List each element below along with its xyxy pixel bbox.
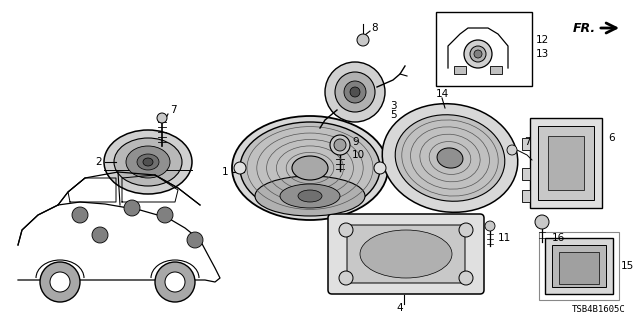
Text: 13: 13 xyxy=(536,49,549,59)
Bar xyxy=(522,190,530,202)
Text: 10: 10 xyxy=(352,150,365,160)
Text: 2: 2 xyxy=(95,157,102,167)
Ellipse shape xyxy=(104,130,192,194)
Circle shape xyxy=(165,272,185,292)
Bar xyxy=(490,66,502,74)
Text: 6: 6 xyxy=(608,133,614,143)
Text: 5: 5 xyxy=(390,110,397,120)
Circle shape xyxy=(339,271,353,285)
Ellipse shape xyxy=(437,148,463,168)
Text: 7: 7 xyxy=(170,105,177,115)
Bar xyxy=(436,12,532,86)
Circle shape xyxy=(187,232,203,248)
Circle shape xyxy=(474,50,482,58)
Circle shape xyxy=(459,271,473,285)
Circle shape xyxy=(334,139,346,151)
Text: 14: 14 xyxy=(436,89,449,99)
Circle shape xyxy=(92,227,108,243)
Circle shape xyxy=(72,207,88,223)
FancyBboxPatch shape xyxy=(328,214,484,294)
Bar xyxy=(559,252,599,284)
Text: FR.: FR. xyxy=(573,21,596,35)
Bar xyxy=(548,136,584,190)
Circle shape xyxy=(374,162,386,174)
Circle shape xyxy=(339,223,353,237)
Ellipse shape xyxy=(382,104,518,212)
Circle shape xyxy=(459,223,473,237)
Ellipse shape xyxy=(114,138,182,186)
Circle shape xyxy=(157,207,173,223)
Bar xyxy=(552,245,606,287)
Bar xyxy=(522,168,530,180)
Circle shape xyxy=(325,62,385,122)
Bar xyxy=(545,238,613,294)
Text: 16: 16 xyxy=(552,233,565,243)
Bar xyxy=(522,138,530,150)
Circle shape xyxy=(335,72,375,112)
Ellipse shape xyxy=(137,154,159,170)
Text: 12: 12 xyxy=(536,35,549,45)
Text: 11: 11 xyxy=(498,233,511,243)
Circle shape xyxy=(155,262,195,302)
Bar xyxy=(454,66,466,74)
Text: 9: 9 xyxy=(352,137,358,147)
Text: 3: 3 xyxy=(390,101,397,111)
Circle shape xyxy=(507,145,517,155)
Circle shape xyxy=(485,221,495,231)
Ellipse shape xyxy=(232,116,388,220)
Circle shape xyxy=(470,46,486,62)
Bar xyxy=(539,232,619,300)
Circle shape xyxy=(124,200,140,216)
Ellipse shape xyxy=(360,230,452,278)
Circle shape xyxy=(234,162,246,174)
Ellipse shape xyxy=(255,176,365,216)
Circle shape xyxy=(357,34,369,46)
Text: 8: 8 xyxy=(371,23,378,33)
Circle shape xyxy=(50,272,70,292)
Circle shape xyxy=(350,87,360,97)
Text: 4: 4 xyxy=(396,303,403,313)
Bar xyxy=(538,126,594,200)
Ellipse shape xyxy=(280,184,340,208)
Ellipse shape xyxy=(292,156,328,180)
Ellipse shape xyxy=(396,115,505,201)
Bar xyxy=(530,118,602,208)
Circle shape xyxy=(344,81,366,103)
Text: 1: 1 xyxy=(222,167,228,177)
Ellipse shape xyxy=(126,146,170,178)
Text: TSB4B1605C: TSB4B1605C xyxy=(572,305,626,314)
Text: 15: 15 xyxy=(621,261,634,271)
Circle shape xyxy=(330,135,350,155)
Ellipse shape xyxy=(143,158,153,166)
Ellipse shape xyxy=(240,122,380,214)
Circle shape xyxy=(157,113,167,123)
Text: 7: 7 xyxy=(524,137,531,147)
Circle shape xyxy=(464,40,492,68)
FancyBboxPatch shape xyxy=(347,225,465,283)
Ellipse shape xyxy=(298,190,322,202)
Circle shape xyxy=(40,262,80,302)
Circle shape xyxy=(535,215,549,229)
